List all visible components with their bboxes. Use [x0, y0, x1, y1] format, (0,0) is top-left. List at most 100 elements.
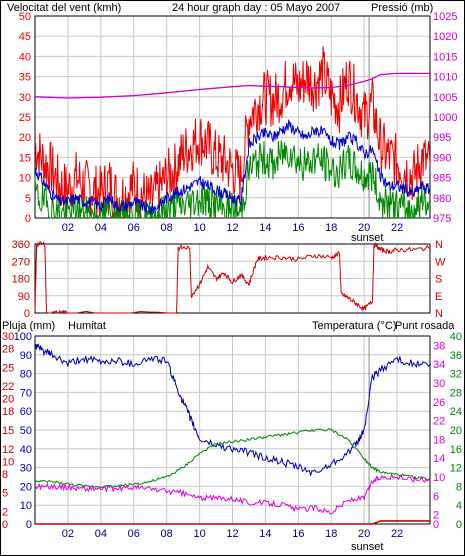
wind-tick-label: 20 — [19, 132, 31, 144]
rain-tick-label: 10 — [2, 456, 14, 468]
hour-tick-label: 10 — [193, 222, 205, 234]
wind-plot-frame — [34, 15, 431, 219]
humidity-tick-label: 80 — [20, 369, 32, 381]
temperature-tick-label: 32 — [450, 369, 462, 381]
direction-tick-label: 360 — [12, 239, 30, 251]
rain-tick-label: 0 — [2, 519, 8, 531]
hour-tick-label: 22 — [391, 222, 403, 234]
rain-tick-label: 8 — [2, 469, 8, 481]
hour-tick-label: 14 — [259, 222, 271, 234]
compass-tick-label: S — [435, 274, 442, 286]
rain-tick-label: 12 — [2, 444, 14, 456]
hour-tick-label: 18 — [325, 222, 337, 234]
temperature-tick-label: 12 — [450, 463, 462, 475]
rain-tick-label: 25 — [2, 362, 14, 374]
direction-tick-label: 180 — [12, 274, 30, 286]
wind-tick-label: 35 — [19, 72, 31, 84]
rain-tick-label: 30 — [2, 331, 14, 343]
dew-point-tick-label: 22 — [433, 416, 445, 428]
dew-point-line — [34, 472, 431, 515]
humidity-tick-label: 90 — [20, 350, 32, 362]
temperature-tick-label: 28 — [450, 387, 462, 399]
temperature-tick-label: 24 — [450, 406, 462, 418]
wind-direction-line — [34, 240, 431, 315]
temp-hour-tick-label: 16 — [292, 528, 304, 540]
humidity-tick-label: 30 — [20, 463, 32, 475]
temp-hour-tick-label: 04 — [95, 528, 107, 540]
wind-pressure-panel: 0510152025303540455097598098599099510001… — [19, 11, 458, 234]
pressure-tick-label: 1020 — [433, 31, 457, 43]
direction-tick-label: 90 — [18, 291, 30, 303]
wind-tick-label: 45 — [19, 31, 31, 43]
wind-tick-label: 25 — [19, 112, 31, 124]
temperature-tick-label: 20 — [450, 425, 462, 437]
humidity-tick-label: 50 — [20, 425, 32, 437]
hour-tick-label: 08 — [161, 222, 173, 234]
humidity-tick-label: 100 — [14, 331, 32, 343]
temp-hour-tick-label: 12 — [226, 528, 238, 540]
humidity-line — [34, 342, 431, 477]
humidity-axis-title: Humitat — [68, 320, 106, 332]
compass-tick-label: N — [435, 308, 443, 320]
rain-tick-label: 2 — [2, 506, 8, 518]
direction-tick-label: 270 — [12, 256, 30, 268]
temperature-line — [34, 427, 431, 489]
wind-avg-line — [34, 118, 431, 216]
wind-tick-label: 40 — [19, 51, 31, 63]
humidity-tick-label: 60 — [20, 406, 32, 418]
rain-line — [35, 520, 430, 525]
pressure-tick-label: 1015 — [433, 51, 457, 63]
temperature-axis-title: Temperatura (°C) — [312, 320, 396, 332]
sunset-label-bottom: sunset — [351, 541, 383, 553]
rain-tick-label: 20 — [2, 394, 14, 406]
temperature-tick-label: 40 — [450, 331, 462, 343]
pressure-tick-label: 1010 — [433, 72, 457, 84]
wind-tick-label: 0 — [25, 213, 31, 225]
humidity-tick-label: 40 — [20, 444, 32, 456]
rain-tick-label: 22 — [2, 381, 14, 393]
pressure-line — [34, 72, 430, 99]
dew-point-tick-label: 2 — [433, 510, 439, 522]
temperature-tick-label: 36 — [450, 350, 462, 362]
direction-tick-label: 0 — [24, 308, 30, 320]
temperature-tick-label: 0 — [456, 519, 462, 531]
date-title: 24 hour graph day : 05 Mayo 2007 — [172, 2, 340, 14]
pressure-tick-label: 1025 — [433, 11, 457, 23]
wind-axis-title: Velocitat del vent (kmh) — [7, 2, 121, 14]
dew-point-tick-label: 10 — [433, 472, 445, 484]
dew-point-tick-label: 26 — [433, 397, 445, 409]
temp-humidity-panel: 0102030405060708090100025810121518202225… — [2, 331, 462, 540]
wind-tick-label: 15 — [19, 152, 31, 164]
pressure-tick-label: 1000 — [433, 112, 457, 124]
compass-tick-label: N — [435, 239, 443, 251]
hour-tick-label: 12 — [226, 222, 238, 234]
wind-direction-panel: 0 N 90 E 180 S 270 W 360 N — [12, 239, 446, 320]
pressure-axis-title: Pressió (mb) — [371, 2, 433, 14]
direction-plot-frame — [34, 243, 431, 314]
humidity-tick-label: 0 — [26, 519, 32, 531]
wind-tick-label: 50 — [19, 11, 31, 23]
dew-point-tick-label: 34 — [433, 359, 445, 371]
temperature-tick-label: 4 — [456, 500, 462, 512]
humidity-tick-label: 10 — [20, 500, 32, 512]
rain-tick-label: 5 — [2, 488, 8, 500]
wind-tick-label: 10 — [19, 173, 31, 185]
humidity-tick-label: 20 — [20, 481, 32, 493]
dew-point-tick-label: 18 — [433, 434, 445, 446]
temp-hour-tick-label: 18 — [325, 528, 337, 540]
temp-hour-tick-label: 02 — [62, 528, 74, 540]
temp-hour-tick-label: 14 — [259, 528, 271, 540]
pressure-tick-label: 980 — [433, 193, 451, 205]
dew-point-tick-label: 14 — [433, 453, 445, 465]
dew-point-axis-title: Punt rosada — [395, 320, 455, 332]
pressure-tick-label: 990 — [433, 152, 451, 164]
temp-hour-tick-label: 08 — [161, 528, 173, 540]
pressure-tick-label: 995 — [433, 132, 451, 144]
compass-tick-label: W — [435, 256, 446, 268]
rain-tick-label: 28 — [2, 344, 14, 356]
hour-tick-label: 06 — [128, 222, 140, 234]
hour-tick-label: 16 — [292, 222, 304, 234]
temperature-tick-label: 16 — [450, 444, 462, 456]
temp-hour-tick-label: 22 — [391, 528, 403, 540]
rain-axis-title: Pluja (mm) — [2, 320, 55, 332]
